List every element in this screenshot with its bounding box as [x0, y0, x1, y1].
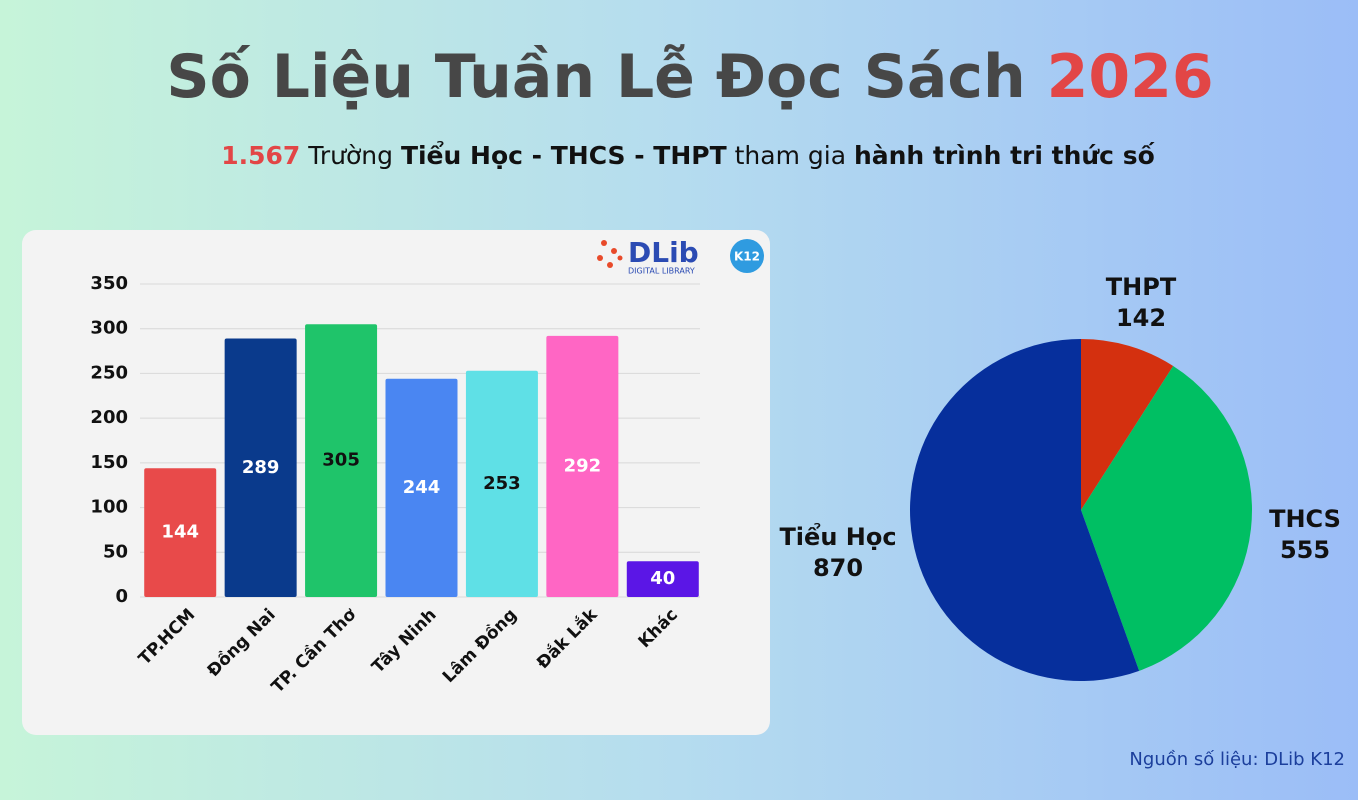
pie-value-label: 555: [1280, 536, 1330, 564]
logo-tagline: DIGITAL LIBRARY: [628, 267, 695, 276]
pie-label: THPT: [1106, 273, 1177, 301]
y-tick-label: 0: [115, 586, 128, 607]
pie-label: Tiểu Học: [779, 521, 896, 551]
bar-value-label: 289: [242, 457, 280, 478]
logo: DLib DIGITAL LIBRARY K12: [597, 236, 764, 276]
bar-value-label: 292: [564, 455, 602, 476]
bar: [224, 338, 297, 597]
y-tick-label: 100: [90, 497, 128, 518]
bar: [626, 561, 699, 597]
bar-value-label: 305: [322, 450, 360, 471]
y-tick-label: 200: [90, 407, 128, 428]
subtitle: 1.567 Trường Tiểu Học - THCS - THPT tham…: [221, 140, 1155, 170]
logo-dot: [617, 255, 623, 261]
bar: [305, 324, 378, 597]
pie-slice: [1081, 339, 1174, 510]
pie-value-label: 142: [1116, 304, 1166, 332]
logo-dot: [607, 262, 613, 268]
y-tick-label: 250: [90, 362, 128, 383]
title-year: 2026: [1047, 42, 1214, 112]
bar-value-label: 144: [161, 522, 199, 543]
logo-dot: [601, 240, 607, 246]
subtitle-text: tham gia: [735, 141, 846, 170]
subtitle-count: 1.567: [221, 141, 300, 170]
bar: [144, 468, 217, 597]
source: Nguồn số liệu: DLib K12: [1129, 749, 1345, 770]
title-text: Số Liệu Tuần Lễ Đọc Sách: [166, 42, 1025, 112]
bar-value-label: 253: [483, 473, 521, 494]
bar-value-label: 244: [403, 477, 441, 498]
logo-name: DLib: [628, 236, 699, 269]
logo-badge-text: K12: [734, 250, 760, 264]
subtitle-levels: Tiểu Học - THCS - THPT: [401, 140, 727, 170]
y-tick-label: 350: [90, 273, 128, 294]
y-tick-label: 300: [90, 318, 128, 339]
logo-dot: [597, 255, 603, 261]
logo-badge: [730, 239, 764, 273]
subtitle-text: Trường: [307, 141, 393, 170]
bar: [465, 370, 538, 597]
logo-dot: [611, 248, 617, 254]
title: Số Liệu Tuần Lễ Đọc Sách 2026: [166, 42, 1213, 112]
bar: [385, 378, 458, 597]
pie-label: THCS: [1269, 505, 1341, 533]
subtitle-journey: hành trình tri thức số: [854, 141, 1155, 170]
pie-slice: [909, 339, 1140, 681]
bar-value-label: 40: [650, 568, 675, 589]
pie-slice: [1081, 365, 1252, 671]
y-tick-label: 50: [103, 541, 128, 562]
pie-value-label: 870: [813, 554, 863, 582]
bar: [546, 335, 619, 597]
y-tick-label: 150: [90, 452, 128, 473]
